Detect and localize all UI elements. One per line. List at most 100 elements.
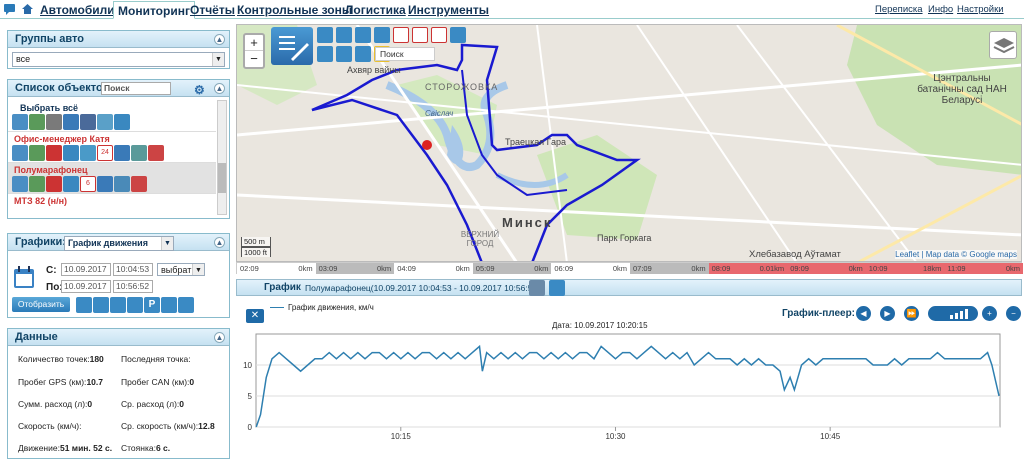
link-messages[interactable]: Переписка bbox=[875, 4, 923, 15]
object-name[interactable]: МТЗ 82 (н/н) bbox=[8, 193, 216, 207]
timeline-cell[interactable]: 04:09 0km bbox=[394, 263, 473, 274]
tab-monitoring[interactable]: Мониторинг bbox=[113, 1, 195, 19]
timeline-cell[interactable]: 10:09 18km bbox=[865, 263, 945, 274]
info-icon[interactable] bbox=[97, 176, 113, 192]
timeline-cell[interactable]: 02:09 0km bbox=[237, 263, 316, 274]
parking-icon[interactable]: P bbox=[144, 297, 160, 313]
close-graph-button[interactable]: ✕ bbox=[246, 309, 264, 323]
objects-scrollbar[interactable] bbox=[217, 100, 227, 215]
tab-control-zones[interactable]: Контрольные зоны bbox=[237, 3, 353, 17]
person-icon[interactable] bbox=[178, 297, 194, 313]
collapse-icon[interactable]: ▲ bbox=[214, 332, 225, 343]
search-icon[interactable] bbox=[12, 176, 28, 192]
chart-type-select[interactable]: График движения ▼ bbox=[64, 236, 174, 251]
link-info[interactable]: Инфо bbox=[928, 4, 954, 15]
stop-icon[interactable] bbox=[63, 145, 79, 161]
info-icon[interactable] bbox=[114, 145, 130, 161]
zoom-in-graph-button[interactable]: + bbox=[982, 306, 997, 321]
chart-icon[interactable] bbox=[529, 280, 545, 296]
layers-button[interactable] bbox=[989, 31, 1017, 59]
rewind-button[interactable]: ◀ bbox=[856, 306, 871, 321]
gear-icon[interactable]: ⚙ bbox=[194, 83, 205, 97]
tab-logistics[interactable]: Логистика bbox=[345, 3, 406, 17]
pin-icon[interactable] bbox=[110, 297, 126, 313]
cloud-icon[interactable] bbox=[97, 114, 113, 130]
signal-icon[interactable] bbox=[29, 176, 45, 192]
battery-icon[interactable] bbox=[46, 145, 62, 161]
battery-icon[interactable] bbox=[46, 176, 62, 192]
play-button[interactable]: ▶ bbox=[880, 306, 895, 321]
warning-icon[interactable] bbox=[393, 27, 409, 43]
timeline-cell[interactable]: 06:09 0km bbox=[551, 263, 630, 274]
home-icon[interactable] bbox=[21, 3, 34, 15]
timeline-cell[interactable]: 07:09 0km bbox=[630, 263, 709, 274]
select-all-link[interactable]: Выбрать всё bbox=[20, 103, 79, 113]
route-icon[interactable] bbox=[317, 46, 333, 62]
speed-slider[interactable] bbox=[928, 306, 978, 321]
plane-icon[interactable] bbox=[336, 46, 352, 62]
search-icon[interactable] bbox=[12, 114, 28, 130]
zoom-in-button[interactable]: + bbox=[245, 35, 263, 51]
signal-icon[interactable] bbox=[29, 145, 45, 161]
ruler-icon[interactable] bbox=[336, 27, 352, 43]
zoom-out-graph-button[interactable]: − bbox=[1006, 306, 1021, 321]
zoom-out-button[interactable]: − bbox=[250, 51, 258, 66]
map-attribution[interactable]: Leaflet | Map data © Google maps bbox=[895, 250, 1017, 259]
fast-forward-button[interactable]: ⏩ bbox=[904, 306, 919, 321]
objects-search-input[interactable]: Поиск bbox=[101, 82, 171, 95]
pick-select[interactable]: выбрать ▼ bbox=[157, 263, 205, 276]
collapse-icon[interactable]: ▲ bbox=[214, 83, 225, 94]
battery-icon[interactable] bbox=[46, 114, 62, 130]
collapse-icon[interactable]: ▲ bbox=[214, 34, 225, 45]
speed-limit-icon[interactable] bbox=[431, 27, 447, 43]
link-settings[interactable]: Настройки bbox=[957, 4, 1004, 15]
timeline-cell[interactable]: 11:09 0km bbox=[944, 263, 1023, 274]
tab-reports[interactable]: Отчёты bbox=[190, 3, 235, 17]
chat-icon[interactable] bbox=[3, 3, 16, 15]
key-icon[interactable] bbox=[114, 176, 130, 192]
timeline-cell[interactable]: 08:09 0.01km bbox=[708, 263, 788, 274]
bus-icon[interactable] bbox=[317, 27, 333, 43]
stop-icon[interactable] bbox=[63, 176, 79, 192]
search-icon[interactable] bbox=[76, 297, 92, 313]
can-icon[interactable] bbox=[80, 114, 96, 130]
document-icon[interactable] bbox=[549, 280, 565, 296]
draw-tool-button[interactable] bbox=[271, 27, 313, 65]
timeline-cell[interactable]: 03:09 0km bbox=[315, 263, 395, 274]
scrollbar-thumb[interactable] bbox=[218, 163, 226, 193]
to-time-input[interactable]: 10:56:52 bbox=[113, 280, 153, 293]
camera-icon[interactable] bbox=[355, 27, 371, 43]
groups-select[interactable]: все ▼ bbox=[12, 52, 225, 67]
map-view[interactable]: + − Поиск Ахвяр вайны СТОРОЖОВКА Траецка… bbox=[236, 24, 1022, 262]
timeline-cell[interactable]: 09:09 0km bbox=[787, 263, 866, 274]
tab-vehicles[interactable]: Автомобили bbox=[40, 3, 115, 17]
calendar-icon[interactable] bbox=[13, 265, 35, 289]
compass-icon[interactable] bbox=[450, 27, 466, 43]
to-date-input[interactable]: 10.09.2017 bbox=[61, 280, 111, 293]
globe-icon[interactable] bbox=[80, 145, 96, 161]
list-item[interactable]: Офис-менеджер Катя 24 bbox=[8, 131, 216, 162]
fuel-icon[interactable] bbox=[127, 297, 143, 313]
satellite-icon[interactable] bbox=[131, 145, 147, 161]
person-icon[interactable] bbox=[355, 46, 371, 62]
badge-icon[interactable]: 24 bbox=[97, 145, 113, 161]
map-search-input[interactable]: Поиск bbox=[375, 47, 435, 61]
speed-icon[interactable] bbox=[93, 297, 109, 313]
alert-icon[interactable] bbox=[148, 145, 164, 161]
signal-icon[interactable] bbox=[29, 114, 45, 130]
gear-icon[interactable] bbox=[161, 297, 177, 313]
from-time-input[interactable]: 10:04:53 bbox=[113, 263, 153, 276]
timeline-cell[interactable]: 05:09 0km bbox=[472, 263, 552, 274]
list-item[interactable]: Полумарафонец 6 bbox=[8, 162, 216, 193]
alert-icon[interactable] bbox=[131, 176, 147, 192]
pin-icon[interactable] bbox=[374, 27, 390, 43]
show-button[interactable]: Отобразить bbox=[12, 297, 70, 312]
collapse-icon[interactable]: ▲ bbox=[214, 237, 225, 248]
no-entry-icon[interactable] bbox=[412, 27, 428, 43]
speed-chart[interactable]: 0 5 10 10:15 10:30 10:45 bbox=[240, 329, 1010, 459]
badge-icon[interactable]: 6 bbox=[80, 176, 96, 192]
from-date-input[interactable]: 10.09.2017 bbox=[61, 263, 111, 276]
gps-icon[interactable] bbox=[63, 114, 79, 130]
timeline-bar[interactable]: 02:09 0km 03:09 0km 04:09 0km 05:09 0km 06:09 0km… bbox=[236, 262, 1023, 274]
tab-tools[interactable]: Инструменты bbox=[408, 3, 490, 17]
